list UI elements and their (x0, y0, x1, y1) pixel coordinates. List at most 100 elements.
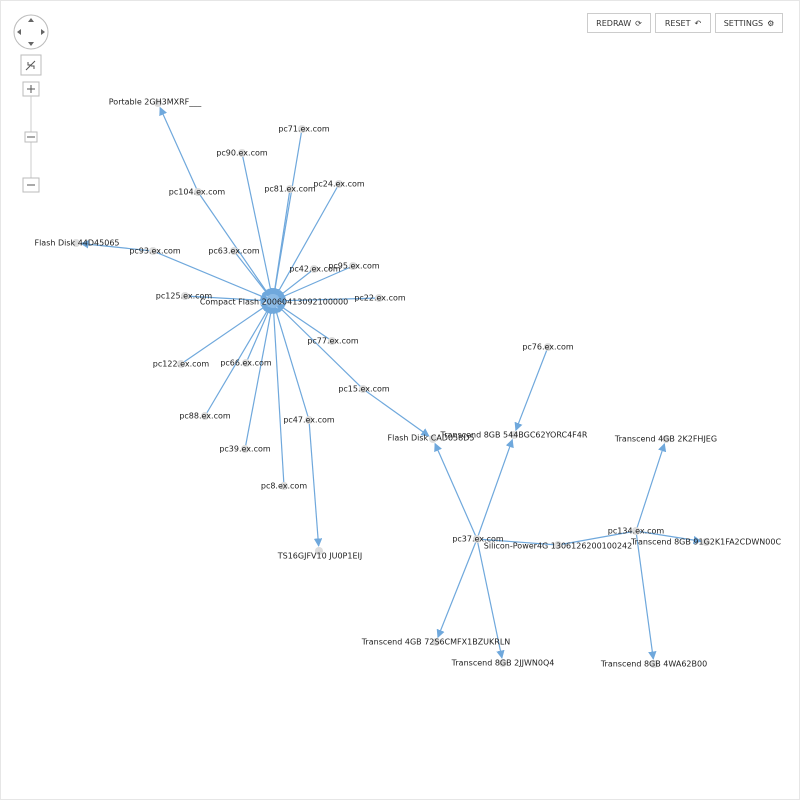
redraw-button[interactable]: REDRAW ⟳ (587, 13, 651, 33)
node[interactable] (473, 535, 481, 543)
node[interactable] (72, 239, 80, 247)
node[interactable] (149, 247, 157, 255)
button-label: RESET (664, 18, 691, 28)
edge (204, 304, 271, 417)
node[interactable] (375, 294, 383, 302)
node[interactable] (432, 638, 440, 646)
edge (514, 346, 549, 432)
node[interactable] (349, 262, 357, 270)
edge (276, 303, 333, 342)
node[interactable] (242, 359, 250, 367)
node[interactable] (194, 188, 202, 196)
edge (635, 530, 702, 545)
node-label: Portable 2GH3MXRF___ (109, 98, 202, 107)
edge (557, 530, 637, 546)
node[interactable] (650, 660, 658, 668)
node-label: pc63.ex.com (208, 247, 260, 256)
node-label: pc47.ex.com (283, 416, 335, 425)
zoom-out[interactable] (22, 177, 40, 193)
node[interactable] (201, 412, 209, 420)
edge (275, 303, 364, 390)
node[interactable] (429, 435, 437, 443)
node-label: Transcend 4GB 72S6CMFX1BZUKRLN (361, 638, 511, 647)
node-label: pc134.ex.com (608, 527, 665, 536)
edge (270, 188, 291, 297)
icon: ⚙ (767, 18, 775, 28)
fit-button[interactable] (20, 54, 42, 76)
node-label: Transcend 8GB 91G2K1FA2CDWN00C (630, 538, 782, 547)
edge (277, 296, 380, 305)
node-label: pc104.ex.com (169, 188, 226, 197)
node[interactable] (335, 180, 343, 188)
edge (476, 538, 559, 546)
edge (476, 538, 505, 659)
node[interactable] (298, 125, 306, 133)
node-label: pc88.ex.com (179, 412, 231, 421)
node-label: Flash Disk CAD058D5 (388, 434, 475, 443)
edge (241, 152, 275, 297)
settings-button[interactable]: SETTINGS ⚙ (715, 13, 783, 33)
edge (269, 305, 285, 487)
node-label: Flash Disk 44D45065 (34, 239, 119, 248)
node-label: pc15.ex.com (338, 385, 390, 394)
node-label: pc93.ex.com (129, 247, 181, 256)
node[interactable] (328, 337, 336, 345)
node[interactable] (238, 149, 246, 157)
node[interactable] (154, 99, 162, 107)
edge (635, 442, 667, 532)
edge (274, 183, 340, 298)
node[interactable] (510, 431, 518, 439)
node[interactable] (266, 294, 280, 308)
edge (244, 305, 275, 450)
node[interactable] (499, 659, 507, 667)
button-label: REDRAW (596, 18, 632, 28)
edge (159, 106, 199, 193)
node-label: pc42.ex.com (289, 265, 341, 274)
node-label: Transcend 8GB 4WA62B00 (600, 660, 707, 669)
edge (436, 538, 478, 639)
reset-button[interactable]: RESET ↶ (655, 13, 711, 33)
icon: ↶ (694, 18, 702, 28)
node[interactable] (315, 547, 323, 555)
node[interactable] (632, 527, 640, 535)
edge (434, 442, 478, 540)
edge (152, 250, 270, 301)
edge (80, 240, 154, 252)
node[interactable] (305, 416, 313, 424)
node-label: pc22.ex.com (354, 294, 406, 303)
edge (362, 388, 430, 437)
node[interactable] (286, 185, 294, 193)
node-label: TS16GJFV10 JU0P1EIJ (277, 552, 363, 561)
button-label: SETTINGS (723, 18, 764, 28)
node[interactable] (241, 445, 249, 453)
zoom-in[interactable] (22, 81, 40, 97)
edge (180, 303, 270, 365)
node[interactable] (310, 265, 318, 273)
node-label: pc37.ex.com (452, 535, 504, 544)
icon: ⟳ (635, 18, 642, 28)
edge (308, 419, 323, 547)
zoom-slider[interactable] (24, 131, 38, 143)
node[interactable] (177, 360, 185, 368)
node-label: pc95.ex.com (328, 262, 380, 271)
node-label: pc76.ex.com (522, 343, 574, 352)
node-label: Transcend 8GB 544BGC62YORC4F4R (440, 431, 588, 440)
node[interactable] (544, 343, 552, 351)
node-label: Silicon-Power4G 1306126200100242 (484, 542, 632, 551)
node[interactable] (554, 541, 562, 549)
edge (245, 304, 272, 364)
node[interactable] (280, 482, 288, 490)
node-label: pc66.ex.com (220, 359, 272, 368)
node[interactable] (702, 538, 710, 546)
node-label: pc39.ex.com (219, 445, 271, 454)
node[interactable] (181, 292, 189, 300)
node-label: Transcend 8GB 2JJWN0Q4 (451, 659, 555, 668)
nav-pad[interactable] (13, 14, 49, 50)
node[interactable] (662, 435, 670, 443)
edge (276, 265, 354, 300)
node[interactable] (230, 247, 238, 255)
node-label: pc71.ex.com (278, 125, 330, 134)
node-label: Compact Flash 20060413092100000 (200, 298, 348, 307)
node[interactable] (359, 385, 367, 393)
